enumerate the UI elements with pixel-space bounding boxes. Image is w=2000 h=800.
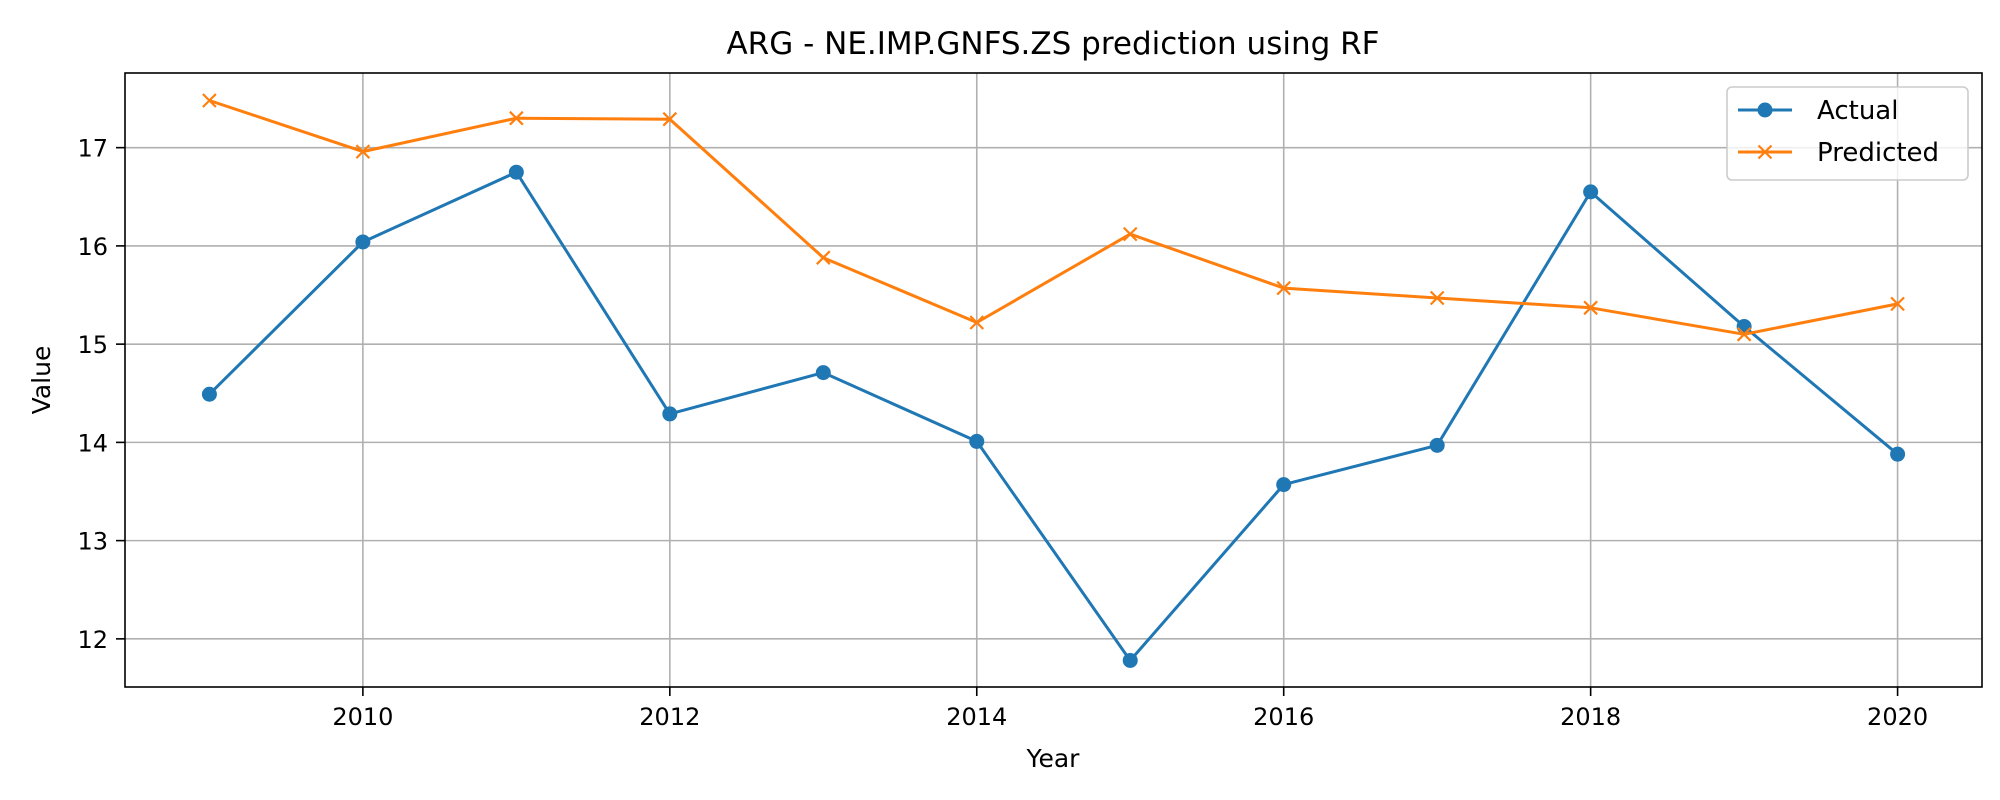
legend-actual-label: Actual xyxy=(1817,96,1898,126)
chart-title: ARG - NE.IMP.GNFS.ZS prediction using RF xyxy=(726,26,1379,62)
actual-point xyxy=(1122,652,1138,668)
predicted-point xyxy=(1429,290,1445,306)
predicted-point xyxy=(355,144,371,159)
y-axis-title: Value xyxy=(27,346,56,415)
predicted-series-line xyxy=(208,99,1898,336)
predicted-point xyxy=(202,93,217,108)
grid-lines xyxy=(125,73,1982,687)
y-tick-label: 13 xyxy=(77,528,108,556)
predicted-point xyxy=(1736,327,1752,342)
y-tick-label: 15 xyxy=(77,331,108,359)
predicted-point xyxy=(1276,280,1291,296)
x-tick-label: 2020 xyxy=(1867,703,1928,731)
predicted-point xyxy=(1122,226,1138,242)
plot-frame xyxy=(124,72,1983,688)
actual-point xyxy=(1276,477,1292,493)
predicted-point xyxy=(969,315,985,330)
x-tick-label: 2016 xyxy=(1253,703,1314,731)
y-tick-label: 14 xyxy=(77,429,108,457)
actual-point xyxy=(1583,184,1599,200)
actual-point xyxy=(508,164,524,180)
actual-point xyxy=(1429,437,1445,453)
predicted-point xyxy=(662,111,678,127)
axis-ticks: 2010 2012 2014 2016 2018 2020 12 13 14 15 16 17 xyxy=(77,135,1928,731)
predicted-point xyxy=(1583,300,1598,316)
x-tick-label: 2012 xyxy=(639,703,700,731)
x-axis-title: Year xyxy=(1026,744,1081,773)
actual-point xyxy=(662,406,678,422)
legend-predicted-marker xyxy=(1757,144,1773,160)
legend-actual-marker xyxy=(1757,102,1773,118)
predicted-point xyxy=(1890,296,1905,312)
legend-predicted-label: Predicted xyxy=(1817,138,1939,168)
actual-point xyxy=(1890,446,1906,462)
y-tick-label: 17 xyxy=(77,135,108,163)
actual-point xyxy=(815,365,831,381)
series-layer xyxy=(201,93,1906,668)
actual-point xyxy=(201,386,217,402)
legend: Actual Predicted xyxy=(1726,86,1969,181)
actual-series-line xyxy=(208,170,1899,662)
y-tick-label: 12 xyxy=(77,626,108,654)
actual-point xyxy=(1736,318,1752,334)
actual-point xyxy=(355,234,371,250)
y-tick-label: 16 xyxy=(77,233,108,261)
x-tick-label: 2018 xyxy=(1560,703,1621,731)
predicted-point xyxy=(509,110,524,126)
actual-point xyxy=(969,433,985,449)
x-tick-label: 2010 xyxy=(332,703,393,731)
x-tick-label: 2014 xyxy=(946,703,1007,731)
predicted-point xyxy=(816,250,831,265)
